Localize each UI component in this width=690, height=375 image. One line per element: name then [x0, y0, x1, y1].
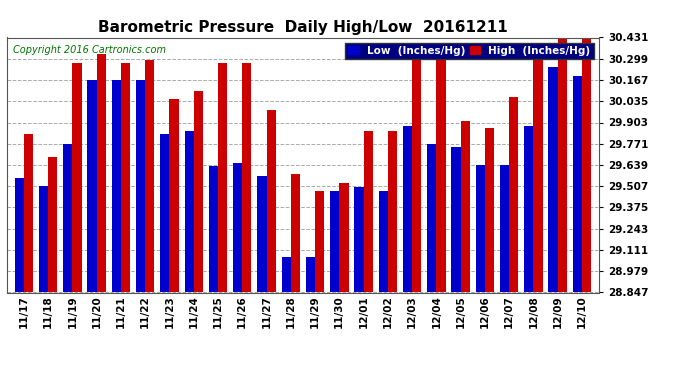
Bar: [509, 97, 518, 292]
Bar: [364, 131, 373, 292]
Legend: Low  (Inches/Hg), High  (Inches/Hg): Low (Inches/Hg), High (Inches/Hg): [345, 43, 593, 59]
Bar: [315, 190, 324, 292]
Bar: [475, 165, 485, 292]
Bar: [136, 80, 145, 292]
Bar: [160, 134, 170, 292]
Bar: [485, 128, 494, 292]
Bar: [257, 176, 266, 292]
Bar: [63, 144, 72, 292]
Bar: [184, 131, 194, 292]
Bar: [533, 54, 542, 292]
Bar: [48, 157, 57, 292]
Bar: [339, 183, 348, 292]
Bar: [573, 76, 582, 292]
Bar: [412, 57, 422, 292]
Bar: [379, 190, 388, 292]
Bar: [14, 178, 24, 292]
Bar: [242, 63, 251, 292]
Bar: [500, 165, 509, 292]
Bar: [330, 190, 339, 292]
Bar: [403, 126, 412, 292]
Bar: [427, 144, 436, 292]
Bar: [145, 60, 155, 292]
Bar: [306, 256, 315, 292]
Bar: [436, 57, 446, 292]
Bar: [266, 110, 276, 292]
Bar: [282, 256, 290, 292]
Bar: [582, 38, 591, 292]
Bar: [112, 80, 121, 292]
Bar: [72, 63, 81, 292]
Text: Copyright 2016 Cartronics.com: Copyright 2016 Cartronics.com: [13, 45, 166, 55]
Bar: [194, 91, 203, 292]
Bar: [388, 131, 397, 292]
Bar: [549, 67, 558, 292]
Bar: [558, 38, 567, 292]
Bar: [97, 54, 106, 292]
Bar: [218, 63, 227, 292]
Bar: [170, 99, 179, 292]
Bar: [451, 147, 461, 292]
Bar: [290, 174, 300, 292]
Title: Barometric Pressure  Daily High/Low  20161211: Barometric Pressure Daily High/Low 20161…: [98, 20, 508, 35]
Bar: [209, 166, 218, 292]
Bar: [88, 80, 97, 292]
Bar: [461, 122, 470, 292]
Bar: [24, 134, 33, 292]
Bar: [524, 126, 533, 292]
Bar: [121, 63, 130, 292]
Bar: [355, 188, 364, 292]
Bar: [233, 163, 242, 292]
Bar: [39, 186, 48, 292]
